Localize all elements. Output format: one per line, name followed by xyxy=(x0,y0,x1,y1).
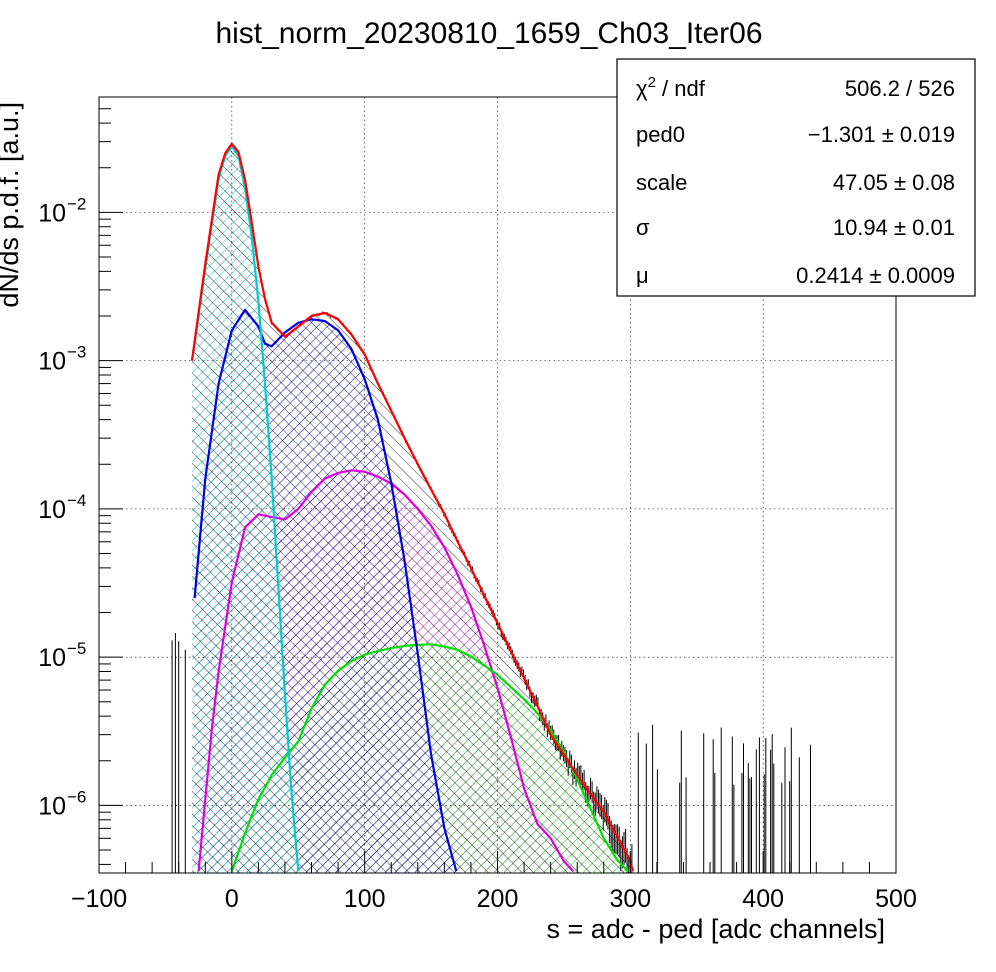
x-tick-label: 100 xyxy=(344,885,386,913)
y-tick-label: 10 xyxy=(38,348,66,376)
chart-title: hist_norm_20230810_1659_Ch03_Iter06 xyxy=(215,17,762,50)
x-tick-label: 400 xyxy=(742,885,784,913)
y-tick-label: 10 xyxy=(38,792,66,820)
stats-row-label: σ xyxy=(636,215,650,240)
y-tick-label: 10 xyxy=(38,496,66,524)
component-curve-magenta xyxy=(197,469,575,872)
x-tick-label: 500 xyxy=(875,885,917,913)
stats-row-value: 47.05 ± 0.08 xyxy=(833,170,955,195)
stats-row-value: 10.94 ± 0.01 xyxy=(833,215,955,240)
x-tick-label: 300 xyxy=(609,885,651,913)
y-tick-exponent: −4 xyxy=(67,491,86,510)
component-curve-green xyxy=(230,643,629,872)
y-tick-exponent: −2 xyxy=(67,194,86,213)
x-tick-label: 200 xyxy=(477,885,519,913)
stats-row-label: μ xyxy=(636,263,649,288)
component-fills xyxy=(191,143,633,873)
fit-stats-box: χ2 / ndf 506.2 / 526 ped0 −1.301 ± 0.019 sca… xyxy=(616,58,976,297)
x-tick-label: 0 xyxy=(225,885,239,913)
y-tick-exponent: −3 xyxy=(67,343,86,362)
y-tick-exponent: −5 xyxy=(67,639,86,658)
stats-box-frame xyxy=(616,58,976,297)
x-tick-label: −100 xyxy=(71,885,127,913)
y-tick-label: 10 xyxy=(38,199,66,227)
x-axis-label: s = adc - ped [adc channels] xyxy=(547,914,885,944)
fit-total-curve xyxy=(190,142,635,872)
total-fill xyxy=(191,143,633,873)
stats-row-value: −1.301 ± 0.019 xyxy=(808,122,955,147)
stats-row-label: scale xyxy=(636,170,687,195)
fit-curves xyxy=(190,142,635,872)
y-axis-label: dN/ds p.d.f. [a.u.] xyxy=(0,102,24,308)
component-curve-blue xyxy=(193,308,458,872)
stats-row-label: χ2 / ndf xyxy=(636,74,706,101)
stats-row-value: 506.2 / 526 xyxy=(845,76,955,101)
stats-row-label: ped0 xyxy=(636,122,685,147)
stats-row-value: 0.2414 ± 0.0009 xyxy=(796,263,955,288)
y-tick-label: 10 xyxy=(38,644,66,672)
y-tick-exponent: −6 xyxy=(67,787,86,806)
